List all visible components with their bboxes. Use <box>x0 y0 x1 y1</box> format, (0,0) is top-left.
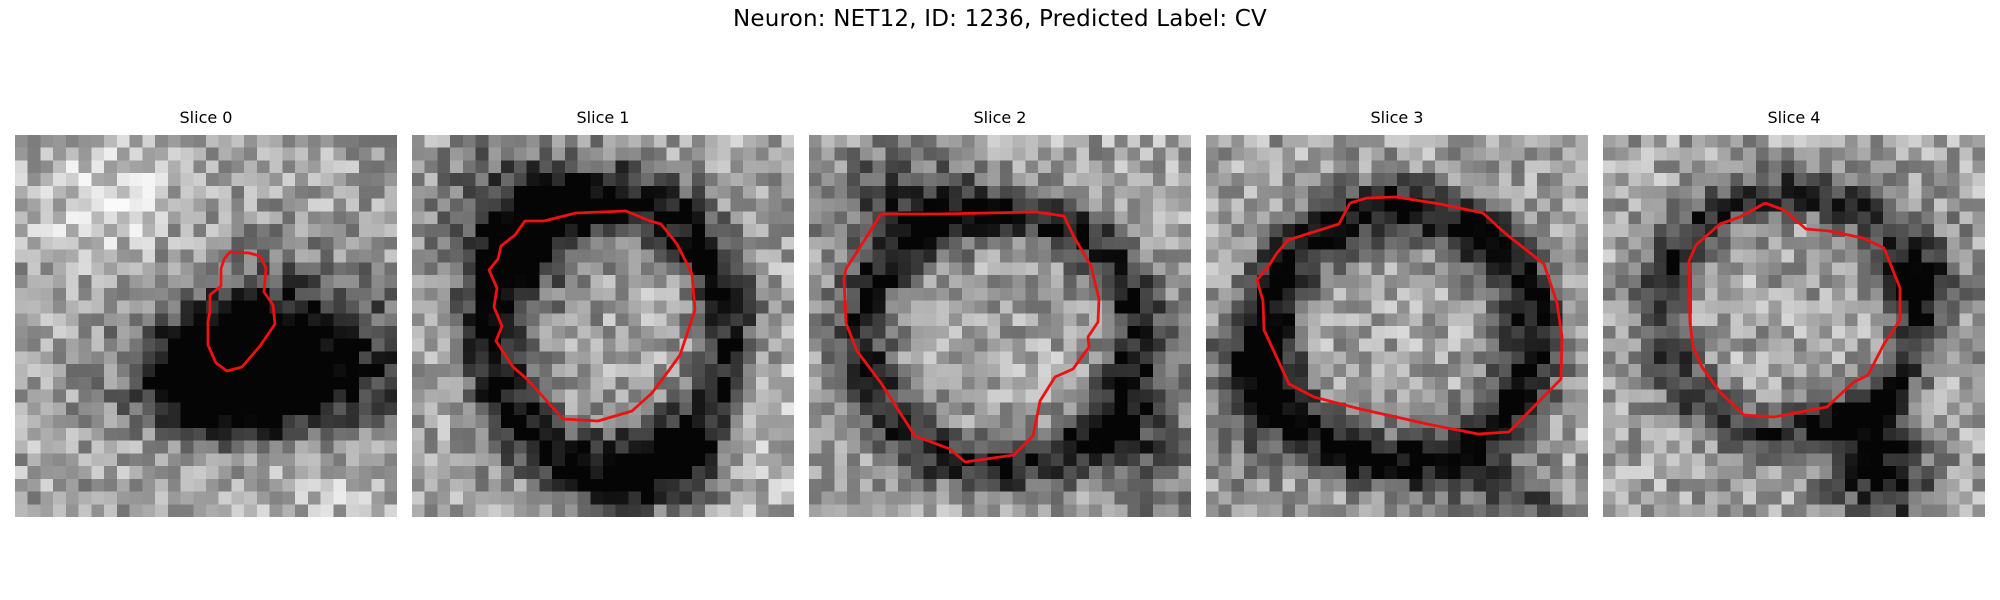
segmentation-outline <box>1255 195 1564 436</box>
segmentation-outline <box>842 210 1101 464</box>
segmentation-outline <box>206 250 277 373</box>
grayscale-slice-image <box>809 135 1191 517</box>
grayscale-slice-image <box>1206 135 1588 517</box>
slice-title: Slice 1 <box>576 108 630 127</box>
grayscale-slice-image <box>15 135 397 517</box>
grayscale-slice-image <box>412 135 794 517</box>
slice-title: Slice 2 <box>973 108 1027 127</box>
segmentation-outline <box>487 209 697 423</box>
grayscale-slice-image <box>1603 135 1985 517</box>
segmentation-outline <box>1687 201 1902 419</box>
slice-title: Slice 4 <box>1767 108 1821 127</box>
slice-title: Slice 0 <box>179 108 233 127</box>
slice-title: Slice 3 <box>1370 108 1424 127</box>
figure-title: Neuron: NET12, ID: 1236, Predicted Label… <box>733 6 1267 32</box>
